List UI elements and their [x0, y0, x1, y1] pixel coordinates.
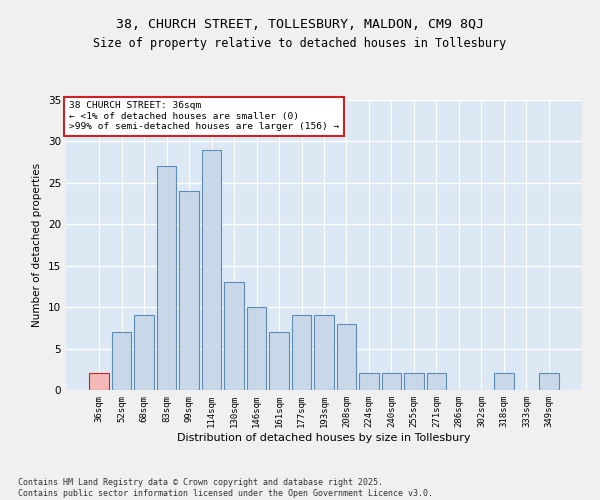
Bar [337, 324, 356, 390]
Bar [179, 191, 199, 390]
Bar [292, 316, 311, 390]
Bar [269, 332, 289, 390]
Bar [382, 374, 401, 390]
Text: Size of property relative to detached houses in Tollesbury: Size of property relative to detached ho… [94, 38, 506, 51]
Bar [157, 166, 176, 390]
Bar [427, 374, 446, 390]
Bar [539, 374, 559, 390]
Bar [404, 374, 424, 390]
Bar [202, 150, 221, 390]
Bar [134, 316, 154, 390]
Bar [112, 332, 131, 390]
Bar [247, 307, 266, 390]
Bar [314, 316, 334, 390]
Bar [494, 374, 514, 390]
Text: Contains HM Land Registry data © Crown copyright and database right 2025.
Contai: Contains HM Land Registry data © Crown c… [18, 478, 433, 498]
Text: 38, CHURCH STREET, TOLLESBURY, MALDON, CM9 8QJ: 38, CHURCH STREET, TOLLESBURY, MALDON, C… [116, 18, 484, 30]
Y-axis label: Number of detached properties: Number of detached properties [32, 163, 43, 327]
Bar [224, 282, 244, 390]
X-axis label: Distribution of detached houses by size in Tollesbury: Distribution of detached houses by size … [177, 432, 471, 442]
Bar [359, 374, 379, 390]
Bar [89, 374, 109, 390]
Text: 38 CHURCH STREET: 36sqm
← <1% of detached houses are smaller (0)
>99% of semi-de: 38 CHURCH STREET: 36sqm ← <1% of detache… [68, 102, 339, 132]
